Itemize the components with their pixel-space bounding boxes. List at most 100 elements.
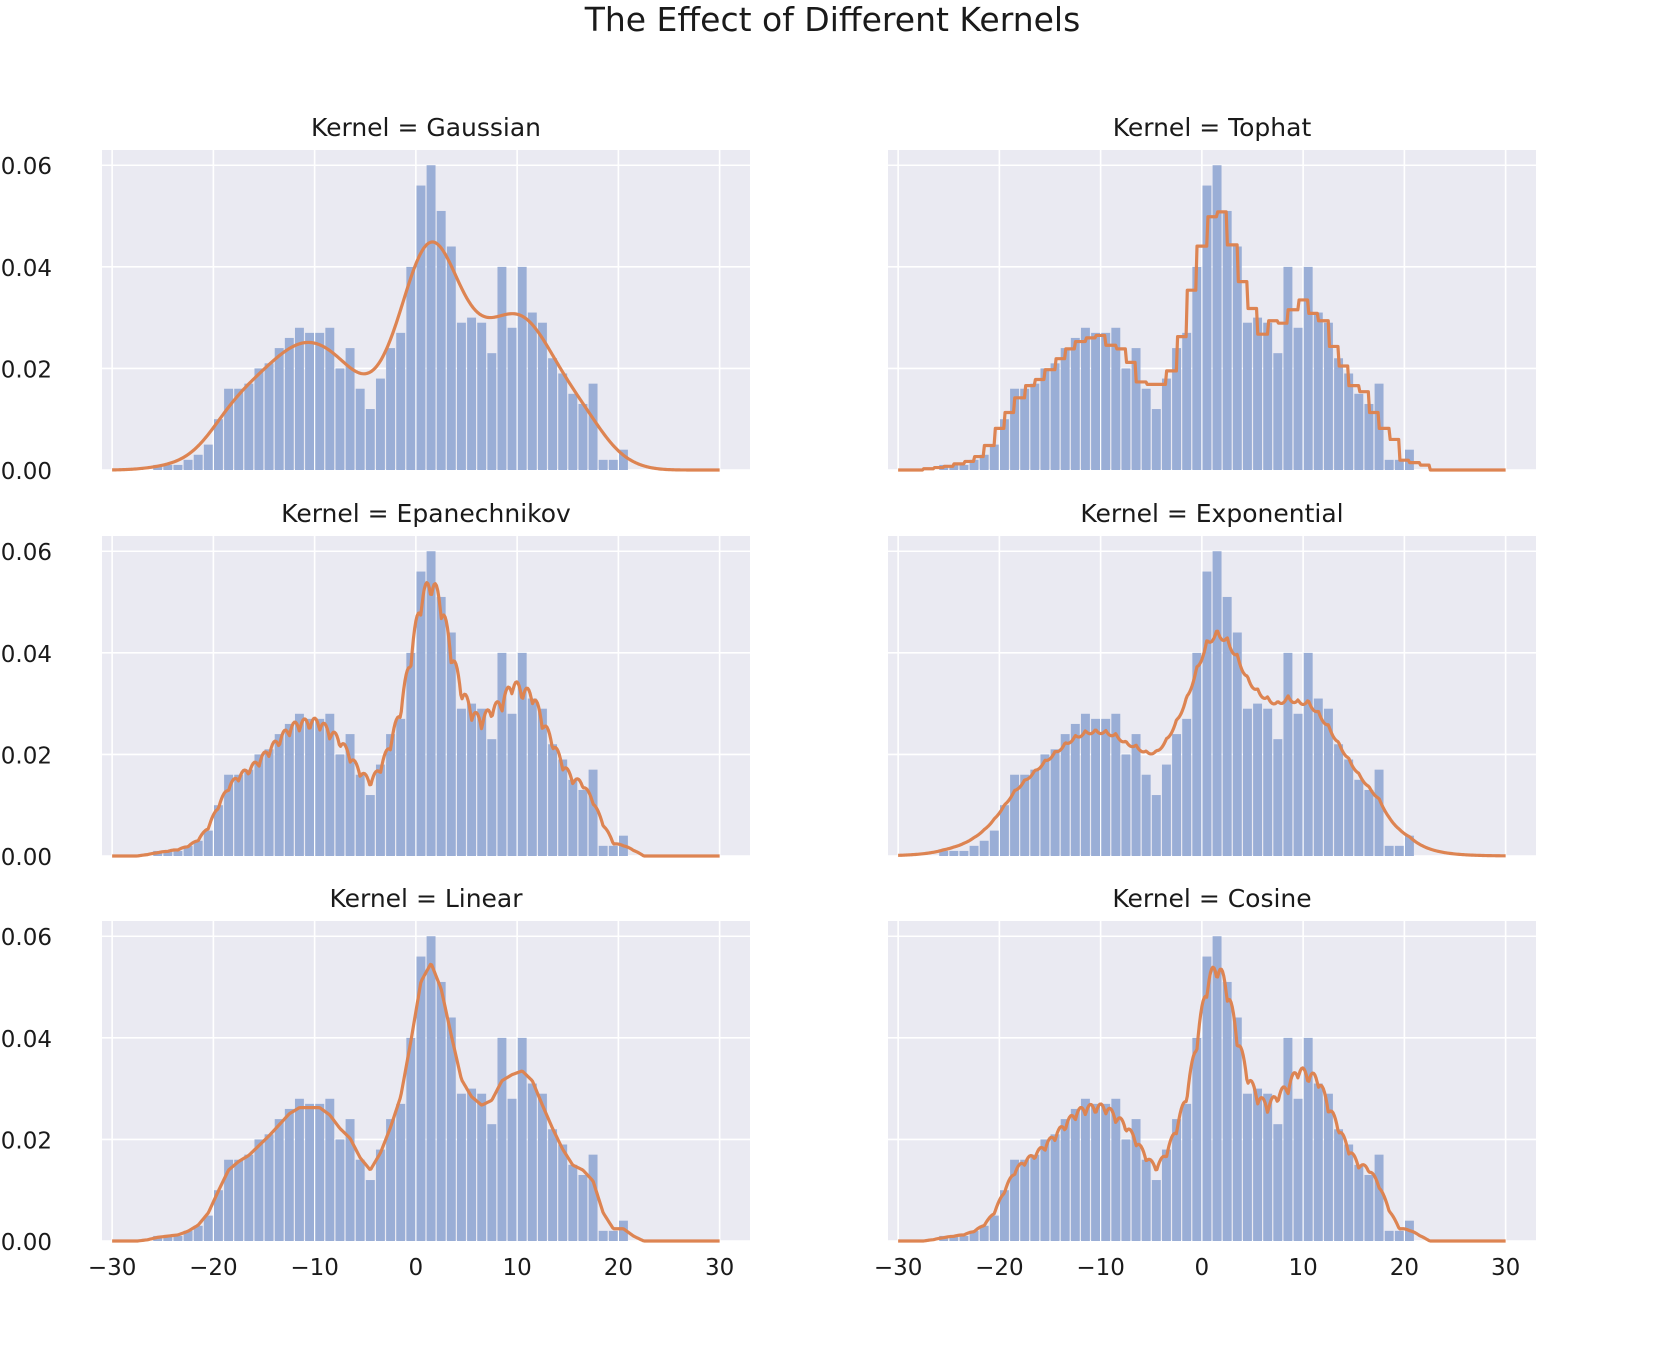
histogram-bar xyxy=(224,388,234,470)
histogram-bar xyxy=(1313,312,1323,470)
histogram-bar xyxy=(234,1159,244,1241)
histogram-bar xyxy=(345,348,355,470)
histogram-bar xyxy=(1080,1098,1090,1241)
kde-curve xyxy=(111,962,721,1243)
histogram-bar xyxy=(224,1159,234,1241)
histogram-bar xyxy=(548,1129,558,1241)
histogram-bar xyxy=(1313,1083,1323,1241)
histogram-bar xyxy=(1222,210,1232,470)
histogram-bar xyxy=(426,936,436,1241)
histogram-bar xyxy=(213,805,223,856)
histogram-bar xyxy=(1131,348,1141,470)
histogram-bar xyxy=(1040,368,1050,470)
plot-area xyxy=(102,150,750,470)
x-tick-label: 10 xyxy=(1288,1255,1317,1281)
y-tick-label: 0.04 xyxy=(1,642,52,668)
histogram-bar xyxy=(406,266,416,470)
histogram-bar xyxy=(335,368,345,470)
x-tick-label: −30 xyxy=(88,1255,137,1281)
histogram-bar xyxy=(1192,266,1202,470)
histogram-bar xyxy=(193,840,203,856)
histogram-bar xyxy=(1030,383,1040,470)
histogram-bar xyxy=(1232,632,1242,856)
histogram-bar xyxy=(183,459,193,470)
histogram-bar xyxy=(375,764,385,856)
histogram-bar xyxy=(537,1093,547,1241)
histogram-bar xyxy=(1070,723,1080,856)
histogram-bar xyxy=(244,383,254,470)
histogram-bar xyxy=(446,1017,456,1241)
histogram-bar xyxy=(355,774,365,856)
histogram-bar xyxy=(305,332,315,470)
y-tick-label: 0.00 xyxy=(1,459,52,485)
histogram-bar xyxy=(325,1098,335,1241)
histogram-bar xyxy=(1384,1230,1394,1241)
histogram-bar xyxy=(1283,652,1293,856)
histogram-bar xyxy=(1161,378,1171,470)
histogram-bar xyxy=(325,327,335,470)
histogram-bar xyxy=(1101,718,1111,856)
histogram-bar xyxy=(999,805,1009,856)
histogram-bar xyxy=(1303,266,1313,470)
histogram-bar xyxy=(497,266,507,470)
histogram-bar xyxy=(1263,708,1273,856)
y-tick-label: 0.02 xyxy=(1,1128,52,1154)
histogram-bar xyxy=(537,708,547,856)
histogram-bar xyxy=(578,403,588,470)
histogram-bar xyxy=(1060,348,1070,470)
y-tick-label: 0.04 xyxy=(1,256,52,282)
plot-area xyxy=(102,536,750,856)
histogram-bar xyxy=(1131,1119,1141,1241)
histogram-bar xyxy=(1273,739,1283,856)
histogram-bar xyxy=(173,464,183,470)
histogram-bar xyxy=(375,378,385,470)
histogram-bar xyxy=(426,165,436,470)
histogram-bar xyxy=(1253,317,1263,470)
kde-curve xyxy=(111,581,721,858)
histogram-bar xyxy=(456,708,466,856)
histogram-bar xyxy=(568,1164,578,1241)
figure-title: The Effect of Different Kernels xyxy=(584,0,1081,39)
histogram-bar xyxy=(406,652,416,856)
histogram-bar xyxy=(163,850,173,856)
histogram-bar xyxy=(1010,774,1020,856)
y-tick-label: 0.06 xyxy=(1,540,52,566)
histogram-bar xyxy=(396,1103,406,1241)
histogram-bar xyxy=(1242,708,1252,856)
x-tick-label: 30 xyxy=(705,1255,734,1281)
histogram-bar xyxy=(416,956,426,1241)
x-tick-label: −10 xyxy=(1076,1255,1125,1281)
histogram-bar xyxy=(163,1235,173,1241)
histogram-bar xyxy=(1080,713,1090,856)
histogram-bar xyxy=(477,1093,487,1241)
histogram-bar xyxy=(537,322,547,470)
histogram-bar xyxy=(1111,327,1121,470)
histogram-bar xyxy=(234,388,244,470)
y-tick-label: 0.00 xyxy=(1,1230,52,1256)
histogram-bar xyxy=(274,348,284,470)
histogram-bar xyxy=(1141,774,1151,856)
histogram-bar xyxy=(1323,322,1333,470)
histogram-bar xyxy=(294,1098,304,1241)
histogram-bar xyxy=(1364,1174,1374,1241)
histogram-bar xyxy=(1050,363,1060,470)
histogram-bar xyxy=(517,1037,527,1241)
histogram-bar xyxy=(1232,246,1242,470)
histogram-bar xyxy=(183,845,193,856)
histogram-bar xyxy=(446,632,456,856)
histogram-bar xyxy=(1323,708,1333,856)
histogram-bar xyxy=(1293,713,1303,856)
histogram-bar xyxy=(1263,322,1273,470)
histogram-bar xyxy=(598,1230,608,1241)
histogram-bar xyxy=(487,739,497,856)
histogram-bar xyxy=(558,1144,568,1241)
histogram-bar xyxy=(264,363,274,470)
histogram-bar xyxy=(608,1230,618,1241)
histogram-bar xyxy=(588,769,598,856)
histogram-bar xyxy=(1121,754,1131,856)
histogram-bar xyxy=(1313,698,1323,856)
histogram-bar xyxy=(1131,734,1141,856)
histogram-bar xyxy=(1182,1103,1192,1241)
histogram-bar xyxy=(959,1235,969,1241)
